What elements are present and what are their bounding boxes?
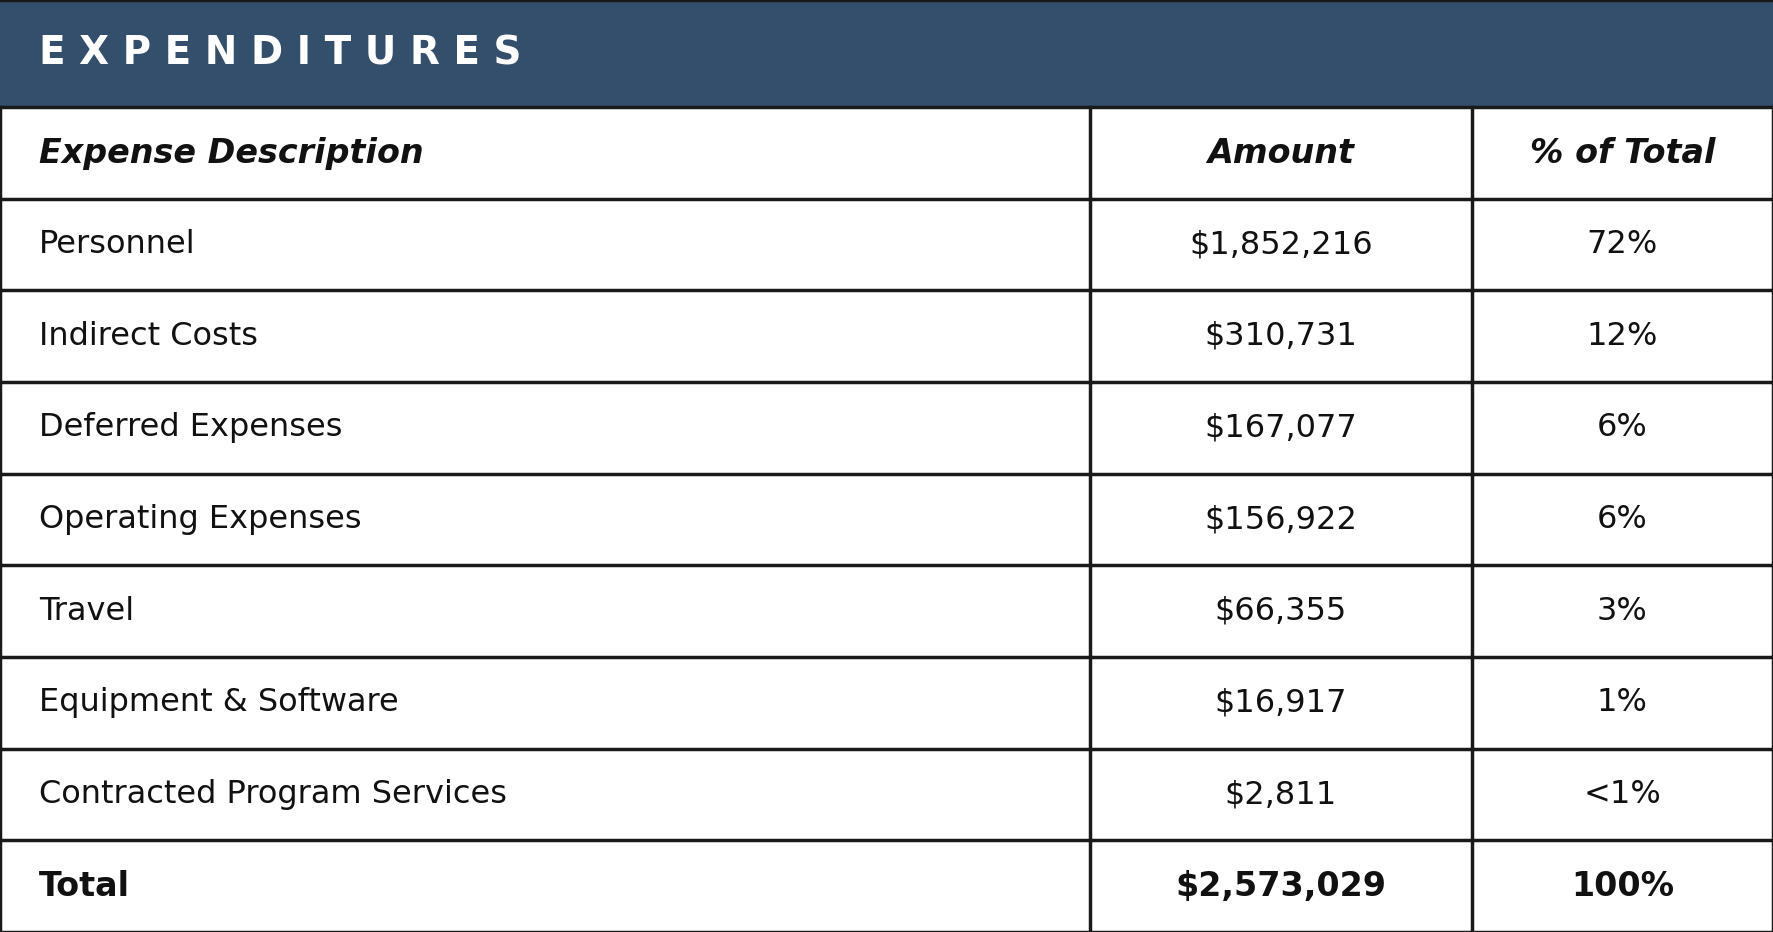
Text: E X P E N D I T U R E S: E X P E N D I T U R E S (39, 34, 521, 73)
Text: Contracted Program Services: Contracted Program Services (39, 779, 507, 810)
Bar (0, 657, 1773, 748)
Text: Travel: Travel (39, 596, 135, 626)
Text: Indirect Costs: Indirect Costs (39, 321, 259, 351)
Text: 12%: 12% (1587, 321, 1658, 351)
Bar (0, 566, 1773, 657)
Text: $167,077: $167,077 (1204, 413, 1358, 444)
Text: % of Total: % of Total (1530, 136, 1714, 170)
Text: Equipment & Software: Equipment & Software (39, 688, 399, 719)
Text: Total: Total (39, 870, 129, 903)
Text: $156,922: $156,922 (1204, 504, 1358, 535)
Text: $310,731: $310,731 (1204, 321, 1358, 351)
Text: Operating Expenses: Operating Expenses (39, 504, 362, 535)
Text: 6%: 6% (1597, 413, 1647, 444)
Text: Deferred Expenses: Deferred Expenses (39, 413, 342, 444)
Text: $16,917: $16,917 (1215, 688, 1347, 719)
Bar (0, 291, 1773, 382)
Text: <1%: <1% (1583, 779, 1661, 810)
Bar (0, 748, 1773, 841)
Text: 3%: 3% (1597, 596, 1647, 626)
Text: $2,573,029: $2,573,029 (1175, 870, 1386, 903)
Bar (0, 0, 1773, 107)
Text: Personnel: Personnel (39, 229, 195, 260)
Bar (0, 382, 1773, 473)
Text: Amount: Amount (1207, 136, 1355, 170)
Text: 72%: 72% (1587, 229, 1658, 260)
Text: 1%: 1% (1597, 688, 1647, 719)
Text: 100%: 100% (1571, 870, 1674, 903)
Text: $1,852,216: $1,852,216 (1190, 229, 1372, 260)
Text: $2,811: $2,811 (1225, 779, 1337, 810)
Bar (0, 841, 1773, 932)
Text: Expense Description: Expense Description (39, 136, 424, 170)
Bar (0, 107, 1773, 199)
Text: 6%: 6% (1597, 504, 1647, 535)
Text: $66,355: $66,355 (1215, 596, 1347, 626)
Bar (0, 199, 1773, 291)
Bar (0, 473, 1773, 566)
